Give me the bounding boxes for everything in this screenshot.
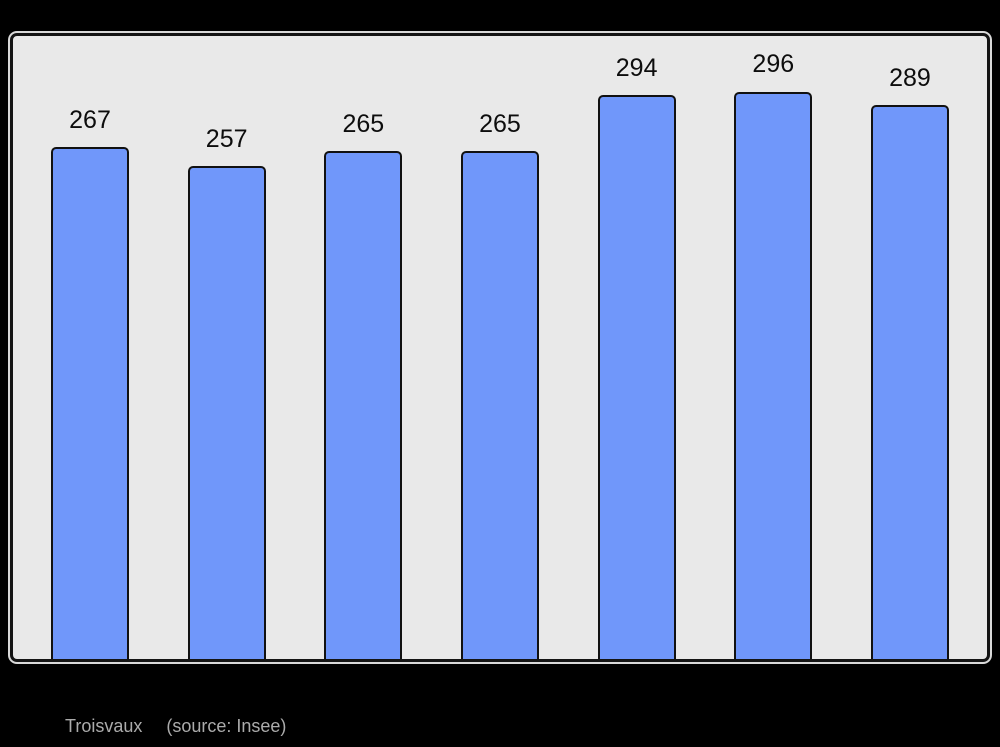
bar: [460, 151, 539, 659]
caption: Troisvaux (source: Insee): [65, 715, 286, 737]
bar-value-label: 296: [752, 50, 795, 79]
bar-value-label: 257: [205, 124, 248, 153]
bar-value-label: 267: [69, 105, 111, 134]
chart-frame: 267 257 265 265 294 296 289: [10, 33, 990, 662]
bar-column: 289: [870, 36, 949, 659]
bar-value-label: 289: [889, 63, 931, 92]
bar-column: 296: [734, 36, 813, 659]
bar: [734, 91, 813, 659]
bar: [51, 147, 129, 659]
bar-value-label: 294: [615, 53, 658, 82]
bar: [187, 166, 266, 659]
bar-value-label: 265: [342, 109, 385, 138]
source-text: (source: Insee): [166, 716, 287, 736]
bar-column: 267: [51, 36, 129, 659]
bar-value-label: 265: [479, 109, 521, 138]
bar-column: 265: [324, 36, 403, 659]
bar-column: 294: [597, 36, 676, 659]
bar-column: 265: [460, 36, 539, 659]
bar-column: 257: [187, 36, 266, 659]
commune-name: Troisvaux: [65, 716, 143, 736]
bar: [597, 95, 676, 659]
bar: [870, 105, 949, 659]
bar: [324, 151, 403, 659]
plot-area: 267 257 265 265 294 296 289: [13, 36, 987, 659]
